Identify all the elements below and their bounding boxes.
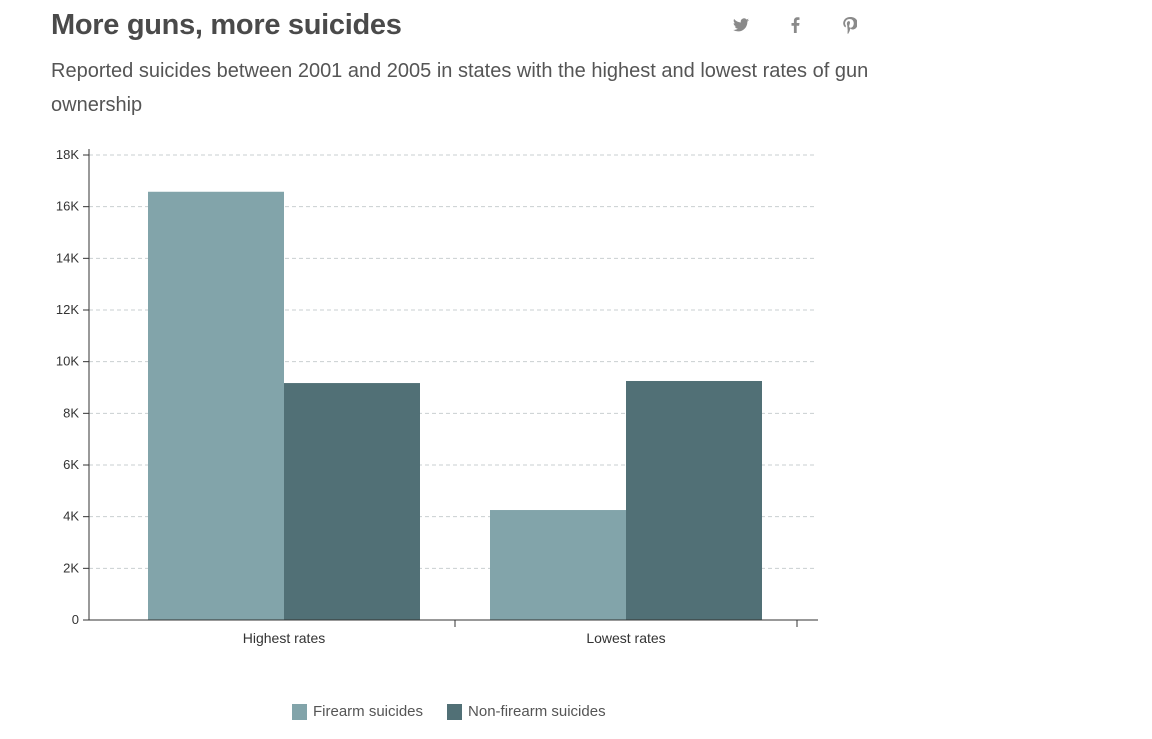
chart-subtitle: Reported suicides between 2001 and 2005 … [51, 60, 869, 116]
y-tick-label: 2K [63, 560, 79, 575]
y-tick-label: 8K [63, 405, 79, 420]
legend-label-firearm: Firearm suicides [313, 703, 424, 720]
twitter-icon [733, 18, 749, 32]
y-tick-label: 12K [56, 302, 79, 317]
legend-swatch-firearm [292, 703, 307, 720]
y-tick-label: 6K [63, 457, 79, 472]
twitter-share-button[interactable] [730, 14, 752, 36]
y-tick-label: 0 [72, 612, 79, 627]
x-tick-label: Lowest rates [586, 630, 665, 646]
x-tick-label: Highest rates [243, 630, 325, 646]
bar-firearm-0 [148, 191, 284, 620]
legend-label-non-firearm: Non-firearm suicides [468, 703, 606, 720]
pinterest-share-button[interactable] [839, 14, 861, 36]
pinterest-icon [843, 16, 857, 34]
y-tick-label: 14K [56, 250, 79, 265]
bar-non-firearm-0 [284, 383, 420, 620]
legend-item-non-firearm[interactable]: Non-firearm suicides [447, 703, 606, 720]
chart-title: More guns, more suicides [51, 9, 402, 41]
facebook-icon [791, 17, 799, 33]
chart-legend: Firearm suicides Non-firearm suicides [292, 703, 630, 720]
y-tick-label: 4K [63, 509, 79, 524]
y-tick-label: 16K [56, 199, 79, 214]
bar-non-firearm-1 [626, 380, 762, 620]
y-tick-label: 10K [56, 354, 79, 369]
y-tick-label: 18K [56, 147, 79, 162]
legend-item-firearm[interactable]: Firearm suicides [292, 703, 423, 720]
legend-swatch-non-firearm [447, 703, 463, 720]
facebook-share-button[interactable] [784, 14, 806, 36]
bar-firearm-1 [490, 510, 626, 620]
